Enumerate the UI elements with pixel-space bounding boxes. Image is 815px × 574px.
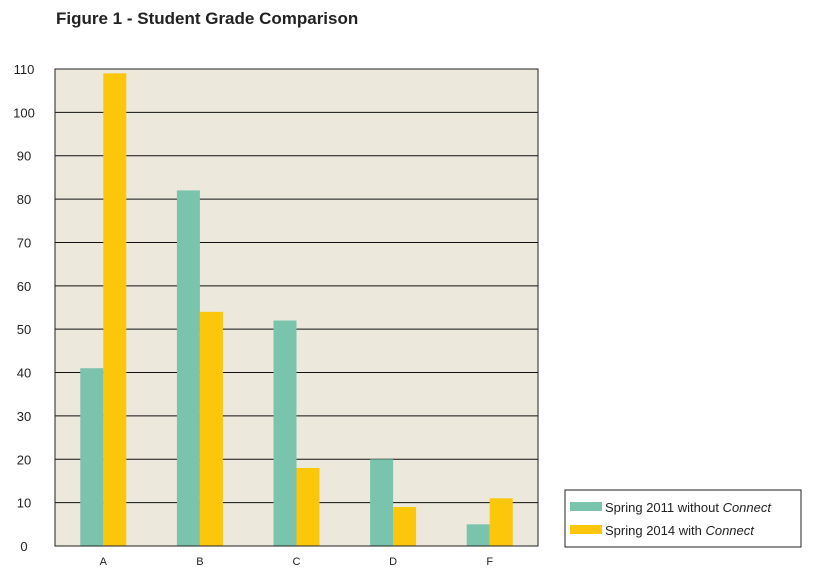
y-tick-label: 110: [14, 62, 35, 77]
legend-label: Spring 2011 without Connect: [605, 500, 772, 515]
bar-b-series-2: [199, 311, 223, 546]
bar-c-series-1: [273, 320, 297, 546]
x-tick-label: C: [293, 556, 301, 568]
bar-a-series-2: [103, 73, 127, 546]
bar-f-series-1: [466, 524, 490, 546]
legend-swatch: [570, 502, 602, 511]
y-tick-label: 40: [17, 366, 31, 381]
axes: 0 10 20 30 40 50 60 70 80 90 100 110 A B C D F: [13, 62, 539, 568]
y-tick-label: 100: [13, 105, 35, 120]
y-tick-label: 30: [17, 409, 31, 424]
x-tick-label: B: [196, 556, 203, 568]
bar-a-series-1: [80, 368, 104, 546]
legend-swatch: [570, 525, 602, 534]
legend-box: [564, 489, 802, 548]
legend-label: Spring 2014 with Connect: [605, 523, 755, 538]
bar-d-series-2: [393, 506, 417, 546]
y-tick-label: 20: [17, 452, 31, 467]
bar-c-series-2: [296, 467, 320, 546]
bar-d-series-1: [370, 459, 394, 546]
bar-b-series-1: [176, 190, 200, 546]
y-tick-label: 90: [17, 149, 31, 164]
y-tick-label: 10: [17, 496, 31, 511]
x-tick-label: F: [486, 556, 493, 568]
legend: Spring 2011 without Connect Spring 2014 w…: [564, 489, 802, 548]
y-tick-label: 50: [17, 322, 31, 337]
chart-title: Figure 1 - Student Grade Comparison: [56, 9, 359, 28]
bar-f-series-2: [489, 498, 513, 546]
x-tick-label: A: [100, 556, 108, 568]
y-tick-label: 70: [17, 235, 31, 250]
bars: [80, 73, 513, 546]
y-tick-label: 80: [17, 192, 31, 207]
y-tick-label: 0: [20, 539, 27, 554]
plot-border: [54, 68, 539, 547]
y-tick-label: 60: [17, 279, 31, 294]
x-tick-label: D: [389, 556, 397, 568]
